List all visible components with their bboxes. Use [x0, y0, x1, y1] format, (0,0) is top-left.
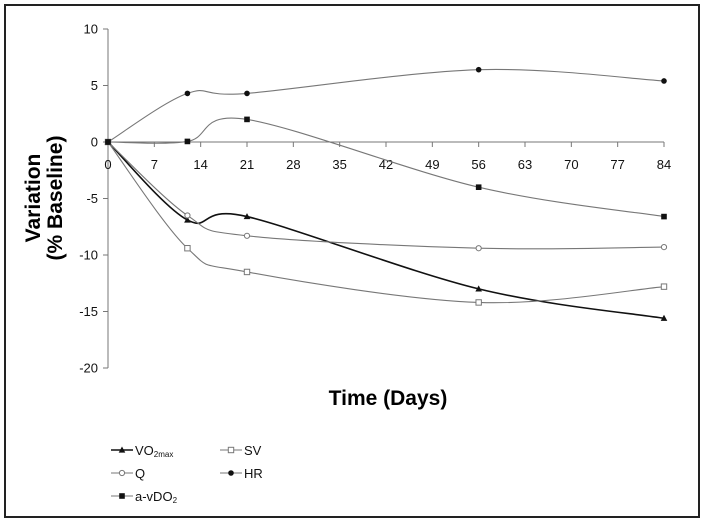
x-tick-label: 56 — [471, 157, 485, 172]
data-point-sv — [243, 268, 251, 276]
legend-item-a-vdo2: a-vDO2 — [111, 489, 178, 505]
legend-marker-q — [118, 469, 126, 477]
x-tick-label: 21 — [240, 157, 254, 172]
series-line-vo2max — [107, 141, 665, 320]
data-point-q — [184, 212, 191, 219]
y-tick-label: -15 — [79, 304, 98, 319]
data-point-vo2max — [243, 213, 251, 220]
legend-item-vo2max: VO2max — [111, 443, 173, 459]
y-tick-label: 10 — [84, 22, 98, 37]
x-tick-label: 28 — [286, 157, 300, 172]
series-line-sv — [107, 141, 665, 304]
y-axis-title-line-1: Variation — [22, 154, 45, 243]
axes: 10 5 0 -5 -10 -15 -20 0 7 14 21 28 35 42 49 56 63 70 77 84 — [79, 22, 671, 376]
data-point-q — [243, 232, 251, 239]
x-axis-title: Time (Days) — [329, 387, 448, 410]
data-point-sv — [475, 299, 482, 306]
series-a-vdo2 — [105, 116, 667, 220]
x-tick-label: 7 — [151, 157, 158, 172]
series-line-hr — [107, 68, 665, 143]
series-line-q — [107, 141, 665, 250]
y-axis-title-line-2: (% Baseline) — [44, 136, 67, 261]
legend-label-a-vdo2: a-vDO2 — [135, 489, 178, 505]
legend-marker-sv — [227, 446, 235, 454]
data-point-a-vdo2 — [244, 116, 250, 123]
legend-label-q: Q — [135, 466, 145, 481]
series-line-a-vdo2 — [107, 117, 665, 218]
x-tick-label: 77 — [610, 157, 624, 172]
y-tick-label: 5 — [91, 78, 98, 93]
series-layer — [104, 66, 668, 321]
legend-item-q: Q — [111, 466, 145, 481]
chart-frame — [4, 4, 700, 518]
y-tick-label: -20 — [79, 361, 98, 376]
data-point-vo2max — [660, 314, 668, 321]
x-tick-label: 35 — [332, 157, 346, 172]
legend-marker-vo2max — [118, 446, 126, 453]
y-tick-label: 0 — [91, 135, 98, 150]
x-tick-label: 49 — [425, 157, 439, 172]
series-vo2max — [104, 138, 668, 321]
x-tick-label: 63 — [518, 157, 532, 172]
series-hr — [105, 66, 667, 145]
legend-label-hr: HR — [244, 466, 263, 481]
data-point-a-vdo2 — [661, 213, 667, 220]
legend-marker-a-vdo2 — [119, 493, 125, 499]
legend: VO2max SV Q HR a-vDO2 — [111, 443, 263, 505]
x-tick-label: 42 — [379, 157, 393, 172]
y-tick-label: -5 — [86, 191, 98, 206]
data-point-a-vdo2 — [475, 184, 482, 190]
x-tick-label: 14 — [193, 157, 207, 172]
y-tick-label: -10 — [79, 248, 98, 263]
x-tick-label: 0 — [104, 157, 111, 172]
x-tick-label: 70 — [564, 157, 578, 172]
data-point-a-vdo2 — [105, 139, 111, 145]
data-point-hr — [661, 78, 667, 84]
data-point-q — [660, 243, 668, 251]
data-point-hr — [475, 66, 482, 73]
data-point-q — [475, 245, 482, 252]
data-point-vo2max — [475, 285, 482, 292]
legend-item-hr: HR — [220, 466, 263, 481]
data-point-vo2max — [184, 216, 191, 223]
data-point-sv — [184, 245, 191, 252]
legend-marker-hr — [228, 470, 234, 476]
legend-item-sv: SV — [220, 443, 262, 458]
data-point-sv — [660, 283, 668, 290]
data-point-hr — [244, 90, 250, 97]
data-point-hr — [184, 90, 191, 97]
x-tick-label: 84 — [657, 157, 671, 172]
legend-label-vo2max: VO2max — [135, 443, 173, 459]
data-point-a-vdo2 — [184, 138, 191, 145]
legend-label-sv: SV — [244, 443, 262, 458]
